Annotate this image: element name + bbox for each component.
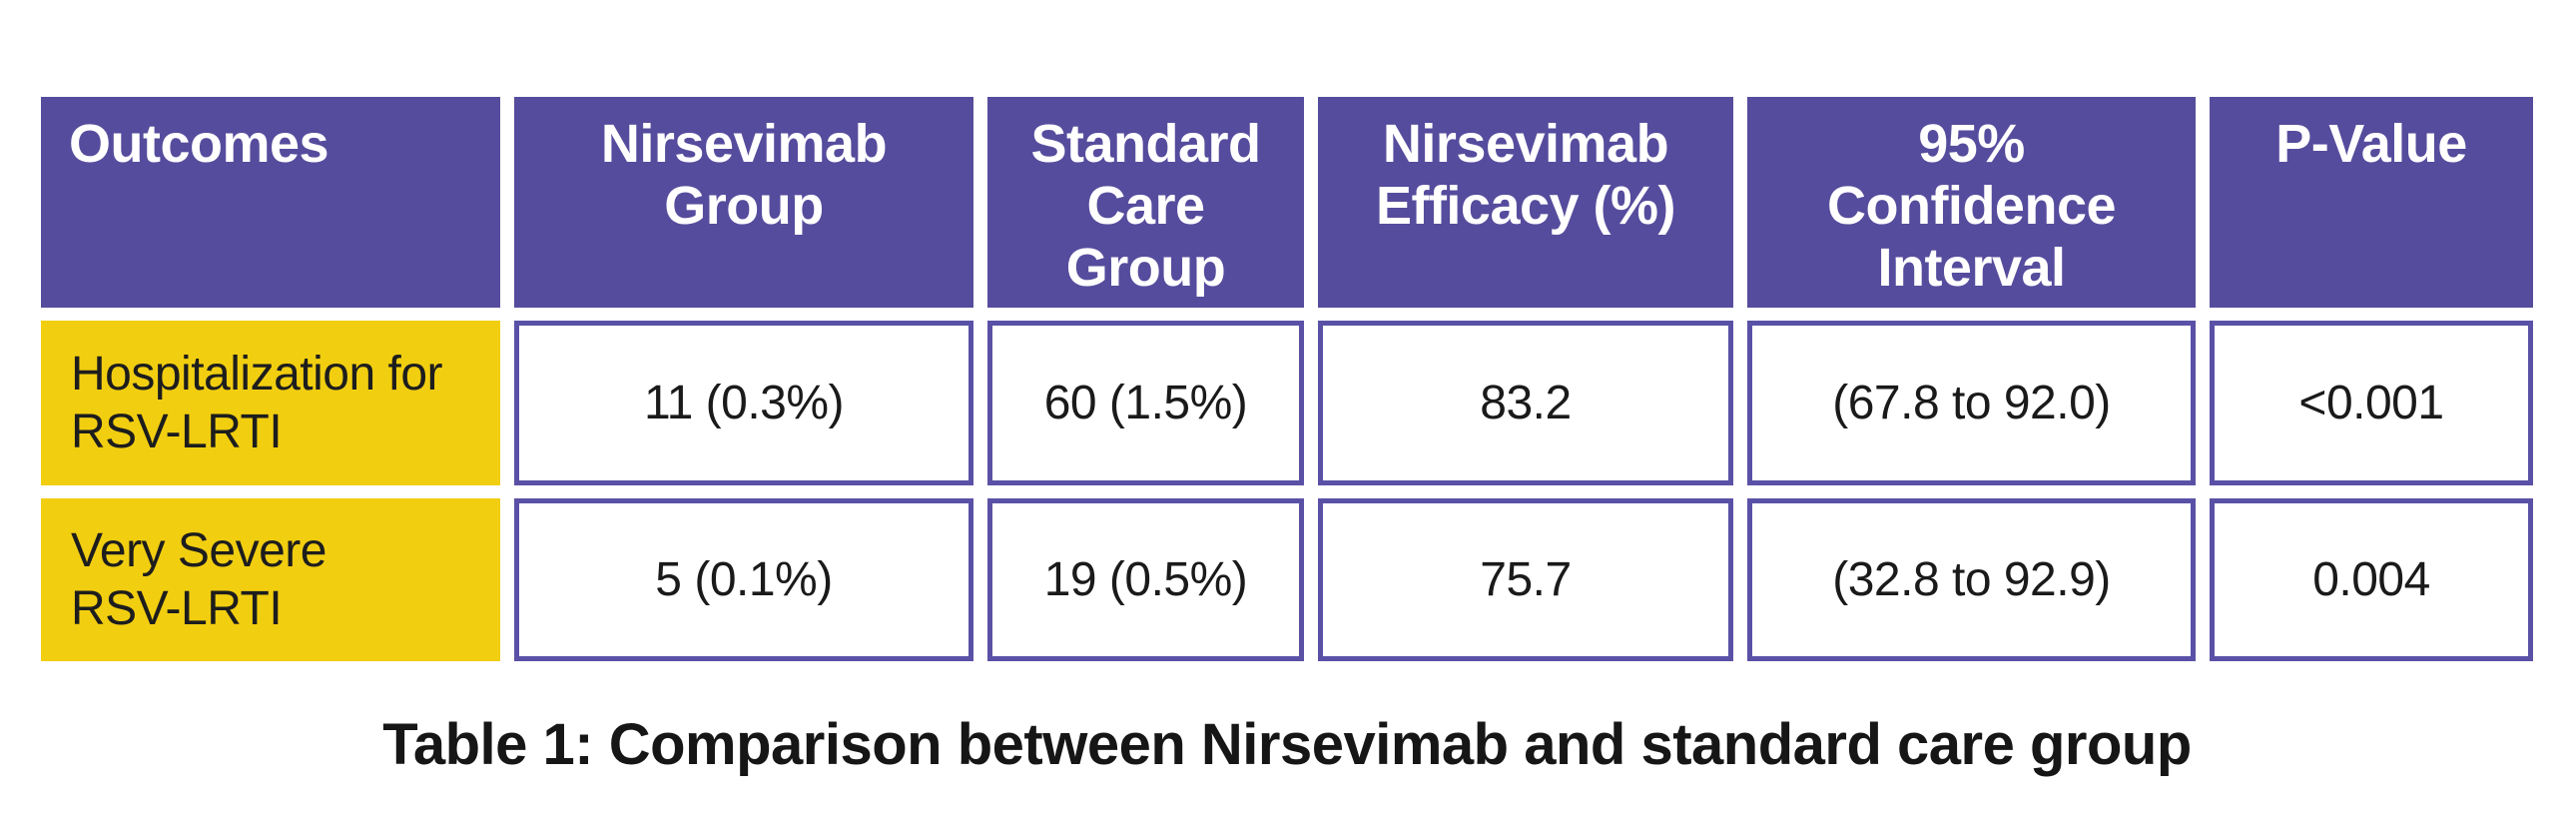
cell-hospitalization-confidence-interval: (67.8 to 92.0) [1747, 321, 2196, 485]
column-header-confidence-interval: 95% Confidence Interval [1747, 97, 2196, 308]
row-label-hospitalization: Hospitalization for RSV-LRTI [41, 321, 500, 485]
column-header-p-value: P-Value [2210, 97, 2533, 308]
column-header-outcomes: Outcomes [41, 97, 500, 308]
cell-hospitalization-p-value: <0.001 [2210, 321, 2533, 485]
table-caption: Table 1: Comparison between Nirsevimab a… [382, 712, 2192, 777]
column-header-nirsevimab-efficacy: Nirsevimab Efficacy (%) [1318, 97, 1733, 308]
comparison-table: Outcomes Nirsevimab Group Standard Care … [41, 97, 2533, 661]
cell-hospitalization-nirsevimab-group: 11 (0.3%) [514, 321, 973, 485]
table-figure: Outcomes Nirsevimab Group Standard Care … [41, 97, 2533, 785]
cell-very-severe-confidence-interval: (32.8 to 92.9) [1747, 498, 2196, 661]
cell-hospitalization-standard-care-group: 60 (1.5%) [987, 321, 1304, 485]
cell-hospitalization-efficacy: 83.2 [1318, 321, 1733, 485]
cell-very-severe-standard-care-group: 19 (0.5%) [987, 498, 1304, 661]
cell-very-severe-nirsevimab-group: 5 (0.1%) [514, 498, 973, 661]
column-header-standard-care-group: Standard Care Group [987, 97, 1304, 308]
column-header-nirsevimab-group: Nirsevimab Group [514, 97, 973, 308]
cell-very-severe-p-value: 0.004 [2210, 498, 2533, 661]
cell-very-severe-efficacy: 75.7 [1318, 498, 1733, 661]
row-label-very-severe: Very Severe RSV-LRTI [41, 498, 500, 661]
